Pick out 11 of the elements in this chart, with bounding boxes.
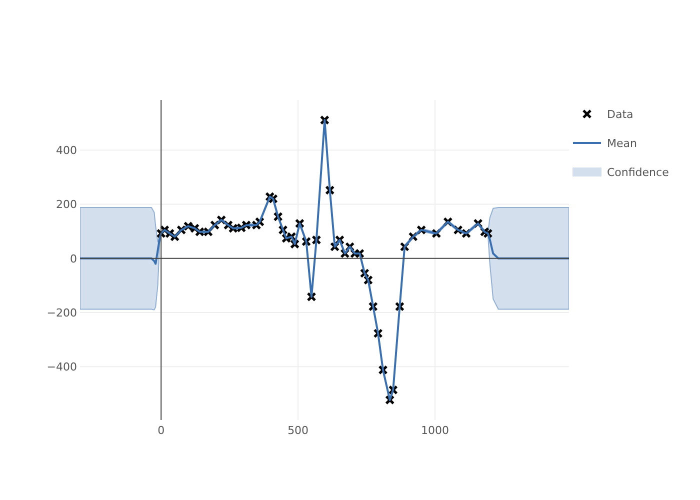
text: Confidence [607, 166, 670, 179]
y-tick-label: 200 [56, 198, 77, 212]
x-tick-label: 0 [158, 424, 165, 437]
legend-label: Data [607, 108, 634, 121]
y-tick-label: 400 [56, 144, 77, 158]
y-tick-label: −400 [46, 360, 77, 374]
x-tick-label: 500 [288, 424, 309, 437]
y-tick-label: −200 [46, 306, 77, 320]
y-tick-label: 0 [70, 252, 77, 266]
legend-label: Mean [607, 137, 637, 150]
x-tick-label: 1000 [421, 424, 450, 437]
